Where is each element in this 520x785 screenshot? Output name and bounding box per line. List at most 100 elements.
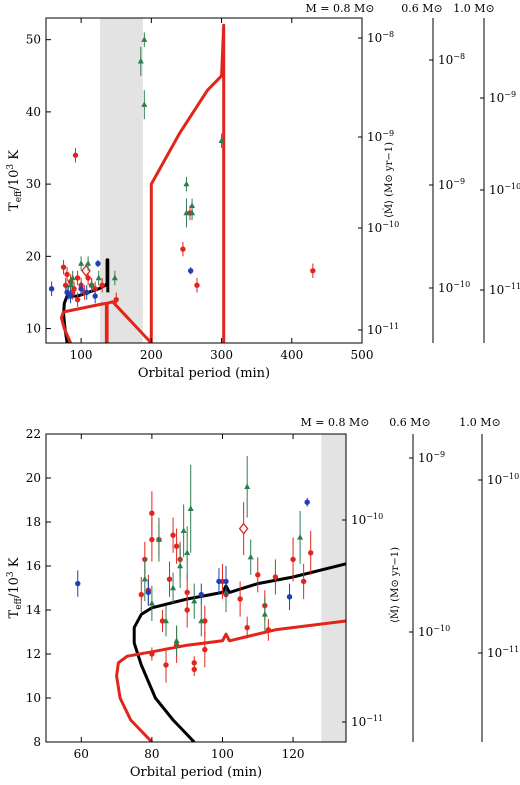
data-point-triangle — [67, 281, 74, 288]
mdot-tick-label: 10−11 — [487, 645, 519, 660]
x-tick-label: 500 — [351, 348, 374, 362]
data-point-circle — [99, 282, 105, 288]
data-point-circle — [223, 578, 229, 585]
data-point-circle — [64, 289, 70, 296]
data-point-circle — [149, 651, 155, 657]
x-tick-label: 100 — [211, 747, 234, 761]
mdot-axis-mass-label: M = 0.8 M⊙ — [301, 416, 370, 429]
data-point-triangle — [95, 274, 102, 281]
data-point-triangle — [244, 483, 251, 489]
data-point-open-diamond — [81, 264, 91, 277]
model-track-red — [115, 619, 346, 742]
mdot-tick-exponent: −10 — [453, 280, 470, 289]
data-point-circle — [308, 550, 314, 556]
panel-top: 100 200 300 400 500 10 20 30 40 50 Orbital period … — [6, 2, 520, 381]
model-track-red — [59, 23, 226, 343]
mdot-axis-mass-label: 0.6 M⊙ — [389, 416, 430, 429]
data-point-triangle — [137, 57, 144, 64]
data-point-triangle — [141, 575, 148, 582]
y-axis-label-subscript: eff — [14, 597, 24, 609]
y-axis-label-subscript: eff — [14, 190, 24, 202]
mdot-tick-exponent: −11 — [382, 322, 399, 331]
mdot-tick-exponent: −9 — [382, 129, 394, 138]
data-point-triangle — [218, 137, 225, 143]
x-tick-label: 100 — [70, 348, 93, 362]
data-point-circle — [304, 499, 310, 505]
data-point-circle — [74, 296, 81, 303]
data-point-circle — [67, 293, 74, 299]
mdot-tick-exponent: −10 — [502, 472, 519, 481]
mdot-axis-label: ⟨Ṁ⟩ (M⊙ yr−1) — [389, 547, 401, 623]
data-point-circle — [85, 275, 91, 281]
data-point-circle — [272, 574, 279, 580]
x-tick-label: 60 — [74, 747, 89, 761]
data-point-triangle — [297, 534, 304, 540]
y-tick-label: 10 — [26, 691, 41, 705]
data-point-triangle — [183, 209, 190, 216]
data-point-circle — [84, 289, 90, 296]
data-point-triangle — [191, 597, 198, 604]
y-tick-label: 22 — [26, 427, 41, 441]
data-point-circle — [92, 286, 98, 292]
y-tick-label: 30 — [26, 177, 41, 191]
mdot-tick-label: 10−11 — [351, 714, 383, 729]
data-point-triangle — [88, 281, 95, 288]
mdot-tick-exponent: −10 — [504, 182, 520, 191]
mdot-axis-label: ⟨Ṁ⟩ (M⊙ yr−1) — [383, 142, 395, 218]
mdot-axis-mass-label: 0.6 M⊙ — [401, 2, 442, 15]
mdot-axis-mass-label: 1.0 M⊙ — [459, 416, 500, 429]
data-point-circle — [163, 662, 169, 668]
mdot-tick-label: 10−9 — [438, 177, 465, 192]
y-tick-label: 18 — [26, 515, 41, 529]
data-point-circle — [64, 271, 70, 278]
mdot-tick-label: 10−10 — [489, 182, 520, 197]
data-point-circle — [191, 666, 197, 673]
data-point-circle — [202, 646, 208, 653]
y-axis-label-unit: K — [7, 150, 22, 164]
mdot-tick-label: 10−10 — [487, 472, 519, 487]
x-tick-label: 120 — [282, 747, 305, 761]
data-point-triangle — [170, 584, 177, 591]
data-point-circle — [166, 576, 173, 582]
data-point-circle — [74, 275, 81, 281]
plot-frame — [45, 433, 347, 743]
data-point-circle — [149, 510, 155, 516]
data-point-circle — [194, 282, 200, 288]
mdot-tick-exponent: −10 — [382, 220, 399, 229]
shaded-band — [100, 18, 143, 343]
shaded-band — [321, 434, 346, 742]
y-tick-label: 12 — [26, 647, 41, 661]
data-point-triangle — [187, 505, 194, 511]
data-point-triangle — [247, 553, 254, 560]
data-point-triangle — [111, 274, 118, 281]
mdot-tick-label: 10−10 — [351, 512, 383, 527]
y-tick-label: 20 — [26, 471, 41, 485]
data-point-triangle — [69, 274, 76, 281]
plot-frame — [45, 17, 363, 344]
mdot-tick-exponent: −10 — [433, 624, 450, 633]
data-point-triangle — [141, 101, 148, 107]
mdot-tick-exponent: −11 — [366, 714, 383, 723]
mdot-tick-label: 10−11 — [489, 282, 520, 297]
mdot-tick-label: 10−10 — [367, 220, 399, 235]
mdot-axis-mass-label: M = 0.8 M⊙ — [306, 2, 375, 15]
data-point-circle — [265, 627, 272, 633]
data-point-circle — [198, 591, 204, 598]
mdot-tick-exponent: −8 — [453, 52, 465, 61]
data-point-circle — [216, 578, 222, 585]
data-point-circle — [170, 532, 176, 538]
x-axis-label: Orbital period (min) — [138, 366, 270, 381]
y-tick-label: 16 — [26, 559, 41, 573]
data-point-triangle — [198, 617, 205, 624]
data-point-circle — [149, 536, 155, 543]
data-point-triangle — [177, 562, 184, 569]
mdot-tick-exponent: −9 — [504, 90, 516, 99]
y-axis-label-rest: /10 — [7, 577, 22, 598]
mdot-tick-exponent: −11 — [502, 645, 519, 654]
y-tick-label: 40 — [26, 105, 41, 119]
data-point-triangle — [141, 36, 148, 42]
data-point-circle — [48, 286, 55, 292]
data-point-circle — [75, 580, 81, 587]
data-point-circle — [310, 268, 316, 274]
